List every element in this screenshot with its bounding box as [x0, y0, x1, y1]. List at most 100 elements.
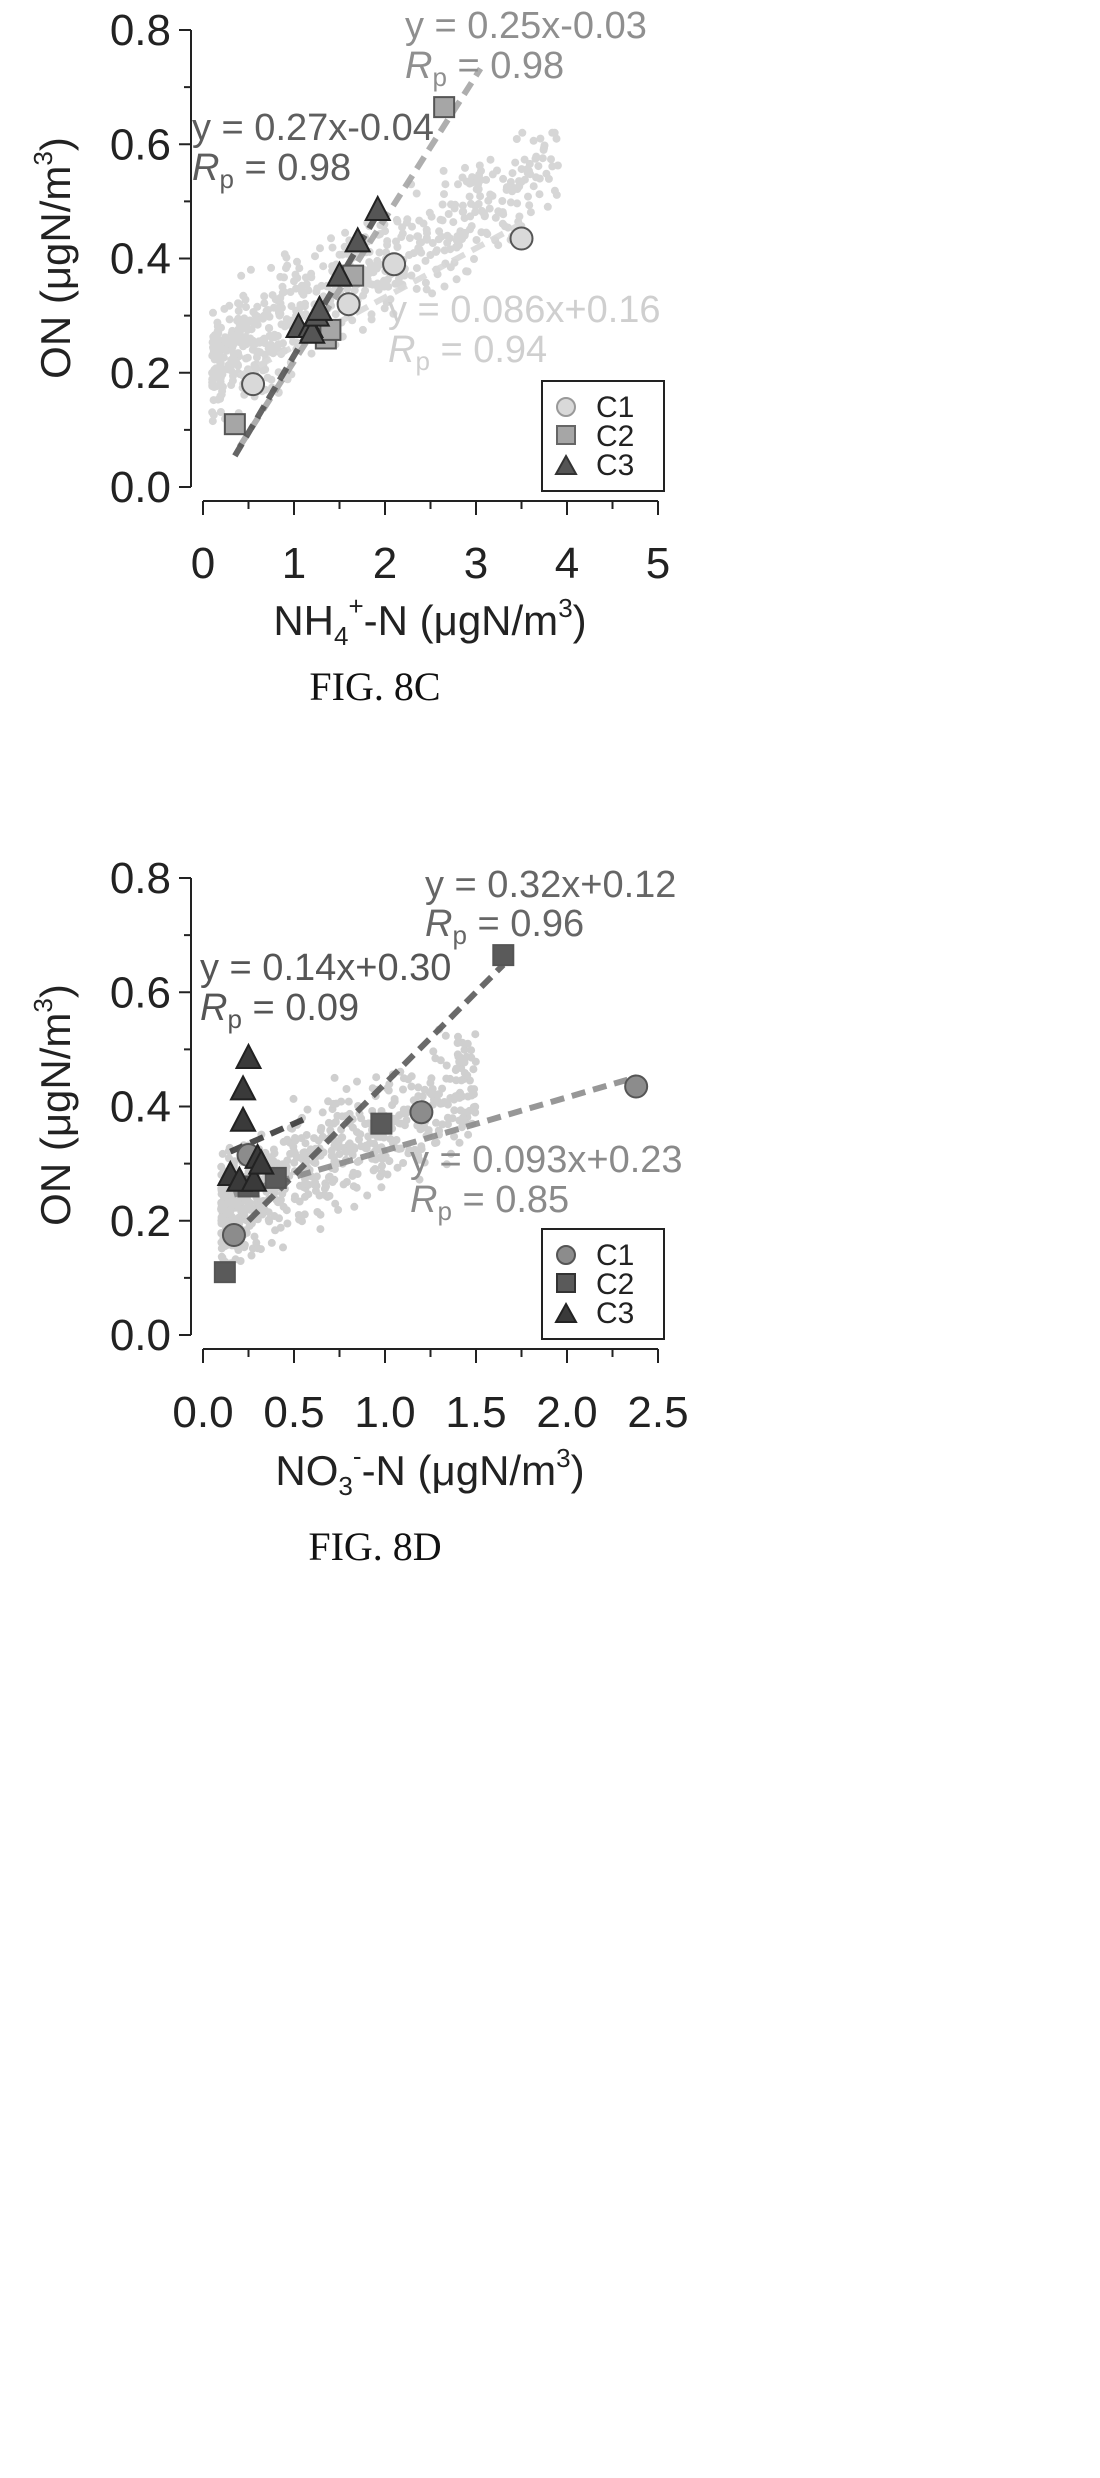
background-point — [485, 204, 494, 213]
background-point — [372, 1073, 381, 1082]
background-point — [486, 190, 495, 199]
background-point — [324, 1118, 333, 1127]
background-point — [325, 1191, 334, 1200]
background-point — [301, 310, 310, 319]
background-point — [450, 1106, 459, 1115]
background-point — [472, 236, 481, 244]
fit-equation-c3: y = 0.27x-0.04 — [192, 107, 434, 149]
fit-equation-c2: y = 0.32x+0.12 — [425, 864, 676, 906]
background-point — [246, 338, 255, 347]
marker-c2 — [213, 1261, 236, 1284]
background-point — [295, 264, 304, 273]
marker-c2 — [370, 1112, 393, 1135]
x-tick-label: 0.5 — [263, 1388, 324, 1437]
background-point — [344, 1097, 353, 1106]
background-point — [218, 1149, 227, 1158]
background-point — [381, 227, 390, 236]
background-point — [301, 273, 310, 282]
background-point — [217, 390, 226, 399]
background-point — [316, 1225, 325, 1234]
background-point — [377, 1183, 386, 1192]
background-point — [526, 208, 535, 217]
background-point — [434, 235, 443, 244]
background-point — [525, 166, 533, 175]
axes: 0.0 0.2 0.4 0.6 0.8 0 1 2 3 4 5 — [110, 6, 670, 588]
background-point — [362, 1141, 371, 1150]
background-point — [506, 198, 515, 207]
background-point — [280, 322, 289, 331]
background-point — [535, 190, 544, 199]
legend-square-icon — [556, 1273, 576, 1293]
x-axis-label: NO3--N (μgN/m3) — [275, 1441, 584, 1501]
marker-c3 — [247, 1148, 275, 1175]
background-point — [414, 1083, 423, 1092]
y-tick-label: 0.8 — [110, 854, 171, 903]
background-point — [217, 1244, 226, 1253]
background-point — [353, 1170, 362, 1178]
background-point — [517, 177, 526, 186]
figure-caption: FIG. 8D — [308, 1524, 441, 1569]
background-point — [412, 264, 421, 273]
legend-label-c1: C1 — [596, 391, 634, 424]
legend: C1 C2 C3 — [541, 380, 665, 492]
background-point — [371, 1165, 380, 1173]
background-point — [474, 200, 483, 208]
background-point — [494, 241, 503, 250]
background-point-cloud — [208, 128, 562, 426]
background-point — [445, 234, 454, 243]
background-point — [385, 1156, 394, 1165]
fit-r-c1: Rp = 0.94 — [388, 329, 547, 376]
background-point — [480, 211, 489, 220]
background-point — [216, 377, 225, 386]
background-point — [418, 1092, 427, 1101]
fit-equation-c2: y = 0.25x-0.03 — [405, 5, 647, 47]
background-point — [423, 229, 431, 238]
background-point — [216, 408, 225, 416]
background-point — [269, 1145, 278, 1154]
background-point — [290, 1195, 299, 1204]
marker-c3 — [229, 1105, 257, 1132]
background-point — [386, 295, 395, 304]
background-point — [211, 364, 220, 373]
background-point — [330, 1073, 339, 1082]
background-point — [318, 1108, 327, 1117]
background-point — [466, 212, 475, 221]
background-point — [532, 152, 541, 161]
background-point — [252, 1238, 261, 1247]
data-markers — [223, 96, 534, 436]
background-point — [441, 180, 450, 189]
background-point — [517, 165, 526, 174]
marker-c3 — [229, 1074, 257, 1101]
background-point — [317, 281, 326, 290]
fit-r-c2: Rp = 0.98 — [405, 45, 564, 92]
background-point — [307, 349, 316, 358]
fit-line-c2 — [246, 962, 506, 1223]
background-point — [361, 1119, 370, 1128]
y-tick-label: 0.6 — [110, 120, 171, 169]
background-point — [422, 285, 431, 294]
background-point — [427, 1074, 436, 1083]
background-point — [239, 342, 248, 351]
background-point — [283, 1219, 292, 1228]
background-point — [353, 1077, 361, 1086]
background-point — [532, 173, 540, 182]
background-point — [405, 1146, 414, 1154]
background-point — [234, 307, 243, 315]
background-point — [397, 233, 406, 241]
background-point — [289, 337, 297, 346]
legend-label-c3: C3 — [596, 1297, 634, 1330]
background-point — [260, 292, 269, 301]
background-point — [270, 1212, 279, 1220]
background-point — [476, 192, 485, 201]
background-point — [252, 315, 261, 324]
fit-equation-c3: y = 0.14x+0.30 — [200, 947, 451, 989]
background-point — [454, 180, 462, 189]
background-point — [302, 1151, 311, 1160]
background-point — [508, 169, 517, 178]
background-point — [301, 1192, 309, 1201]
background-point — [291, 1135, 300, 1144]
legend-label-c2: C2 — [596, 420, 634, 453]
background-point — [446, 245, 455, 254]
background-point — [369, 268, 378, 277]
background-point — [224, 361, 233, 369]
